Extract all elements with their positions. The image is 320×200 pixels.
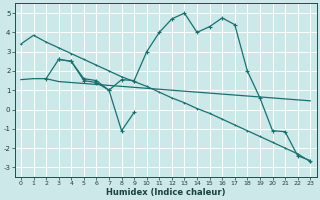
X-axis label: Humidex (Indice chaleur): Humidex (Indice chaleur): [106, 188, 225, 197]
